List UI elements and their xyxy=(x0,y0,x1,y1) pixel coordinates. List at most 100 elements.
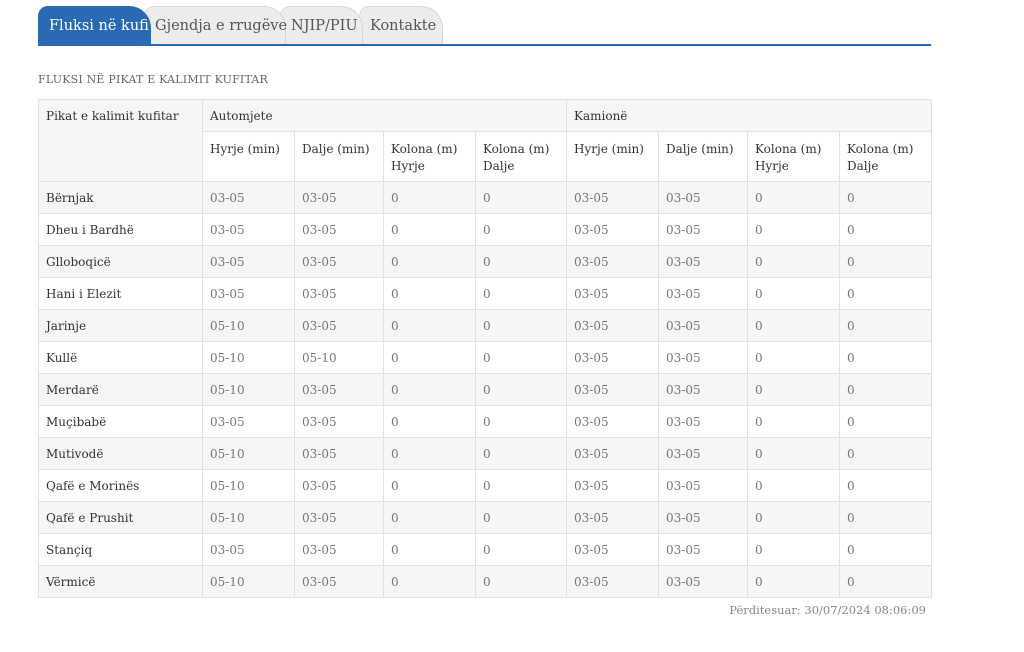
table-cell: 03-05 xyxy=(294,213,384,246)
table-cell: 03-05 xyxy=(202,213,295,246)
crossing-point-name: Hani i Elezit xyxy=(38,277,203,310)
crossing-point-name: Qafë e Prushit xyxy=(38,501,203,534)
column-header: Hyrje (min) xyxy=(202,131,295,182)
column-header: Hyrje (min) xyxy=(566,131,660,182)
table-cell: 03-05 xyxy=(294,181,384,214)
tab-njip-piu[interactable]: NJIP/PIU xyxy=(280,6,363,44)
crossing-point-name: Kullë xyxy=(38,341,203,374)
table-cell: 03-05 xyxy=(566,565,660,598)
border-flow-table: Pikat e kalimit kufitar Automjete Kamion… xyxy=(38,99,933,598)
table-cell: 05-10 xyxy=(202,501,295,534)
tab-gjendja-e-rrugeve[interactable]: Gjendja e rrugëve xyxy=(144,6,287,44)
table-cell: 0 xyxy=(747,373,841,406)
table-cell: 03-05 xyxy=(658,373,749,406)
table-cell: 0 xyxy=(747,437,841,470)
crossing-point-name: Bërnjak xyxy=(38,181,203,214)
table-cell: 03-05 xyxy=(566,341,660,374)
table-cell: 0 xyxy=(383,501,476,534)
table-cell: 03-05 xyxy=(202,245,295,278)
table-row: Hani i Elezit 03-05 03-05 0 0 03-05 03-05 0 0 xyxy=(38,277,933,310)
table-cell: 0 xyxy=(839,277,933,310)
table-cell: 0 xyxy=(383,437,476,470)
table-cell: 0 xyxy=(839,565,933,598)
table-row: Qafë e Morinës 05-10 03-05 0 0 03-05 03-05 0 0 xyxy=(38,469,933,502)
table-cell: 03-05 xyxy=(566,533,660,566)
table-cell: 0 xyxy=(383,213,476,246)
table-cell: 0 xyxy=(839,213,933,246)
table-cell: 0 xyxy=(474,533,568,566)
last-updated-text: Përditesuar: 30/07/2024 08:06:09 xyxy=(729,603,926,617)
table-cell: 03-05 xyxy=(566,501,660,534)
table-cell: 03-05 xyxy=(658,181,749,214)
table-cell: 03-05 xyxy=(294,501,384,534)
table-cell: 03-05 xyxy=(294,373,384,406)
table-cell: 0 xyxy=(747,501,841,534)
table-cell: 0 xyxy=(839,437,933,470)
crossing-point-name: Mutivodë xyxy=(38,437,203,470)
table-cell: 03-05 xyxy=(658,405,749,438)
table-cell: 05-10 xyxy=(202,469,295,502)
table-cell: 0 xyxy=(747,533,841,566)
tab-kontakte[interactable]: Kontakte xyxy=(359,6,443,44)
table-cell: 0 xyxy=(747,309,841,342)
table-row: Dheu i Bardhë 03-05 03-05 0 0 03-05 03-05 0 0 xyxy=(38,213,933,246)
table-cell: 0 xyxy=(383,245,476,278)
table-cell: 0 xyxy=(474,277,568,310)
table-cell: 0 xyxy=(839,533,933,566)
table-cell: 0 xyxy=(383,565,476,598)
crossing-point-name: Qafë e Morinës xyxy=(38,469,203,502)
table-cell: 0 xyxy=(747,469,841,502)
table-row: Jarinje 05-10 03-05 0 0 03-05 03-05 0 0 xyxy=(38,309,933,342)
table-cell: 03-05 xyxy=(566,213,660,246)
table-cell: 0 xyxy=(747,245,841,278)
crossing-point-name: Stançiq xyxy=(38,533,203,566)
table-cell: 0 xyxy=(383,469,476,502)
table-cell: 0 xyxy=(747,405,841,438)
table-row: Glloboqicë 03-05 03-05 0 0 03-05 03-05 0 0 xyxy=(38,245,933,278)
table-cell: 03-05 xyxy=(658,309,749,342)
table-cell: 0 xyxy=(383,309,476,342)
table-row: Merdarë 05-10 03-05 0 0 03-05 03-05 0 0 xyxy=(38,373,933,406)
table-cell: 03-05 xyxy=(294,469,384,502)
table-cell: 0 xyxy=(474,405,568,438)
column-header: Kolona (m) Hyrje xyxy=(383,131,476,182)
crossing-point-name: Merdarë xyxy=(38,373,203,406)
table-cell: 03-05 xyxy=(566,277,660,310)
table-cell: 03-05 xyxy=(202,277,295,310)
table-cell: 03-05 xyxy=(202,181,295,214)
tab-fluksi-ne-kufi[interactable]: Fluksi në kufi xyxy=(38,6,151,44)
table-cell: 03-05 xyxy=(202,405,295,438)
table-row: Kullë 05-10 05-10 0 0 03-05 03-05 0 0 xyxy=(38,341,933,374)
table-cell: 03-05 xyxy=(566,373,660,406)
table-cell: 05-10 xyxy=(202,341,295,374)
table-cell: 0 xyxy=(839,181,933,214)
table-cell: 03-05 xyxy=(294,245,384,278)
table-cell: 03-05 xyxy=(566,245,660,278)
table-cell: 0 xyxy=(747,565,841,598)
table-cell: 0 xyxy=(383,277,476,310)
table-row: Bërnjak 03-05 03-05 0 0 03-05 03-05 0 0 xyxy=(38,181,933,214)
table-cell: 05-10 xyxy=(202,309,295,342)
table-cell: 05-10 xyxy=(202,565,295,598)
table-cell: 0 xyxy=(839,309,933,342)
table-cell: 03-05 xyxy=(658,469,749,502)
table-cell: 0 xyxy=(747,341,841,374)
table-cell: 0 xyxy=(839,245,933,278)
table-cell: 0 xyxy=(474,181,568,214)
table-cell: 0 xyxy=(747,181,841,214)
table-cell: 0 xyxy=(474,245,568,278)
table-cell: 03-05 xyxy=(294,565,384,598)
crossing-point-name: Muçibabë xyxy=(38,405,203,438)
table-cell: 0 xyxy=(474,501,568,534)
table-cell: 03-05 xyxy=(294,405,384,438)
table-cell: 0 xyxy=(747,213,841,246)
table-cell: 03-05 xyxy=(566,309,660,342)
column-header: Kolona (m) Dalje xyxy=(474,131,568,182)
table-cell: 0 xyxy=(383,341,476,374)
table-cell: 0 xyxy=(383,405,476,438)
table-cell: 0 xyxy=(383,181,476,214)
group-header-kamione: Kamionë xyxy=(566,99,933,132)
crossing-points-header: Pikat e kalimit kufitar xyxy=(38,99,203,182)
table-cell: 03-05 xyxy=(658,245,749,278)
table-row: Muçibabë 03-05 03-05 0 0 03-05 03-05 0 0 xyxy=(38,405,933,438)
